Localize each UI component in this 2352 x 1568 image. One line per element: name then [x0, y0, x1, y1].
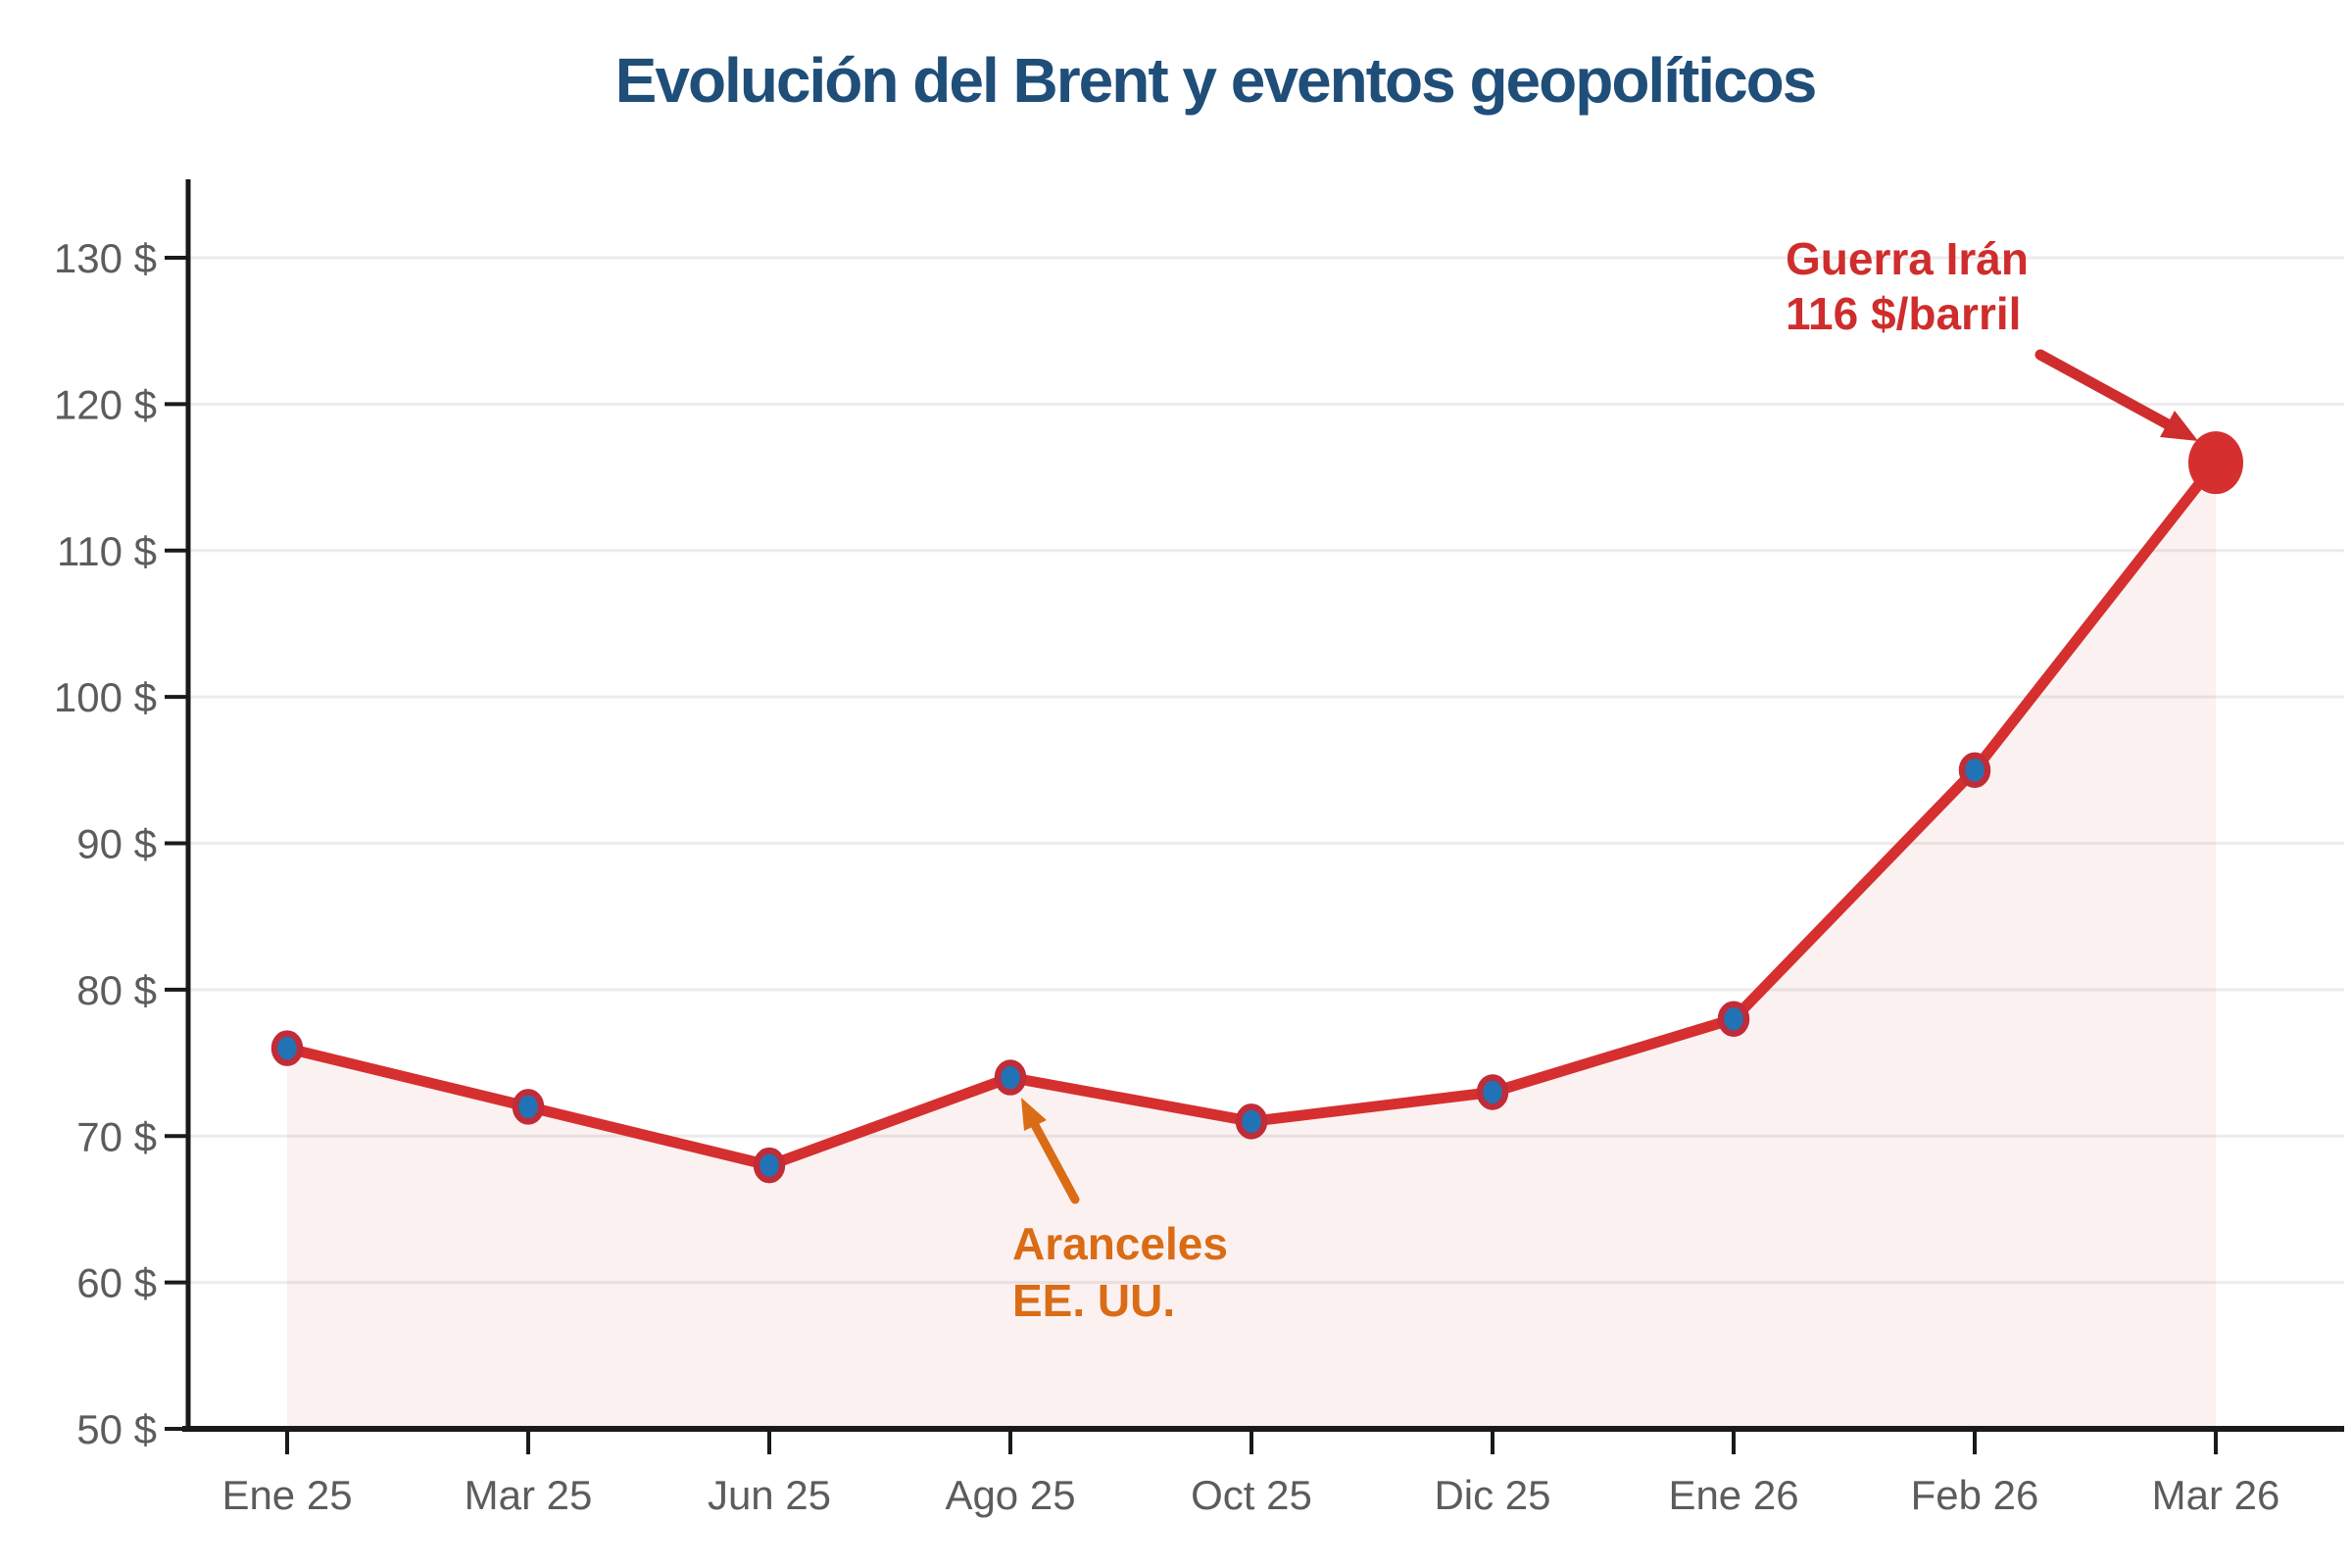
data-point-feb-26: [1958, 752, 1991, 789]
final-event-point-mar-26: [2188, 431, 2243, 495]
x-tick-label-4: Oct 25: [1191, 1472, 1312, 1518]
data-point-ene-26: [1717, 1001, 1750, 1037]
brent-area-fill: [287, 463, 2216, 1429]
aranceles-arrow-shaft: [1030, 1120, 1080, 1204]
y-tick-label-90: 90 $: [76, 821, 157, 867]
y-tick-label-130: 130 $: [54, 235, 157, 281]
data-point-jun-25: [753, 1147, 786, 1184]
y-tick-label-80: 80 $: [76, 967, 157, 1013]
data-point-dic-25: [1476, 1074, 1509, 1110]
annotation-aranceles-line1: Aranceles: [1012, 1218, 1228, 1269]
y-tick-label-60: 60 $: [76, 1260, 157, 1306]
x-tick-label-5: Dic 25: [1434, 1472, 1550, 1518]
x-tick-label-1: Mar 25: [465, 1472, 593, 1518]
x-tick-label-8: Mar 26: [2152, 1472, 2280, 1518]
y-axis: 50 $ 60 $ 70 $ 80 $ 90 $ 100 $ 110 $ 120 $ 130 $: [54, 235, 188, 1452]
plot-gridlines: [188, 256, 2344, 1285]
x-tick-label-0: Ene 25: [221, 1472, 352, 1518]
aranceles-arrow-head-icon: [1021, 1098, 1047, 1131]
x-tick-label-6: Ene 26: [1668, 1472, 1798, 1518]
x-tick-label-2: Jun 25: [708, 1472, 831, 1518]
y-tick-label-100: 100 $: [54, 674, 157, 720]
y-tick-label-120: 120 $: [54, 381, 157, 427]
annotation-guerra-line1: Guerra Irán: [1786, 233, 2029, 284]
axes-spines: [182, 179, 2344, 1432]
x-tick-label-3: Ago 25: [945, 1472, 1075, 1518]
annotation-aranceles-line2: EE. UU.: [1012, 1275, 1175, 1326]
annotation-guerra-iran: Guerra Irán 116 $/barril: [1786, 233, 2198, 441]
y-tick-label-70: 70 $: [76, 1113, 157, 1159]
data-point-oct-25: [1235, 1103, 1268, 1140]
data-point-ene-25: [270, 1030, 304, 1066]
data-point-mar-25: [512, 1089, 545, 1125]
data-point-ago-25: [994, 1059, 1027, 1096]
x-tick-label-7: Feb 26: [1911, 1472, 2039, 1518]
annotation-guerra-line2: 116 $/barril: [1786, 288, 2021, 339]
brent-data-points: [270, 431, 2243, 1184]
y-tick-label-110: 110 $: [57, 528, 157, 574]
chart-title: Evolución del Brent y eventos geopolític…: [615, 45, 1816, 116]
y-tick-label-50: 50 $: [76, 1406, 157, 1452]
guerra-arrow-head-icon: [2160, 411, 2198, 441]
area-under-line: [287, 463, 2216, 1429]
guerra-arrow-shaft: [2034, 349, 2174, 430]
x-axis: Ene 25 Mar 25 Jun 25 Ago 25 Oct 25 Dic 25 Ene …: [221, 1429, 2279, 1518]
annotation-aranceles: Aranceles EE. UU.: [1012, 1098, 1228, 1326]
